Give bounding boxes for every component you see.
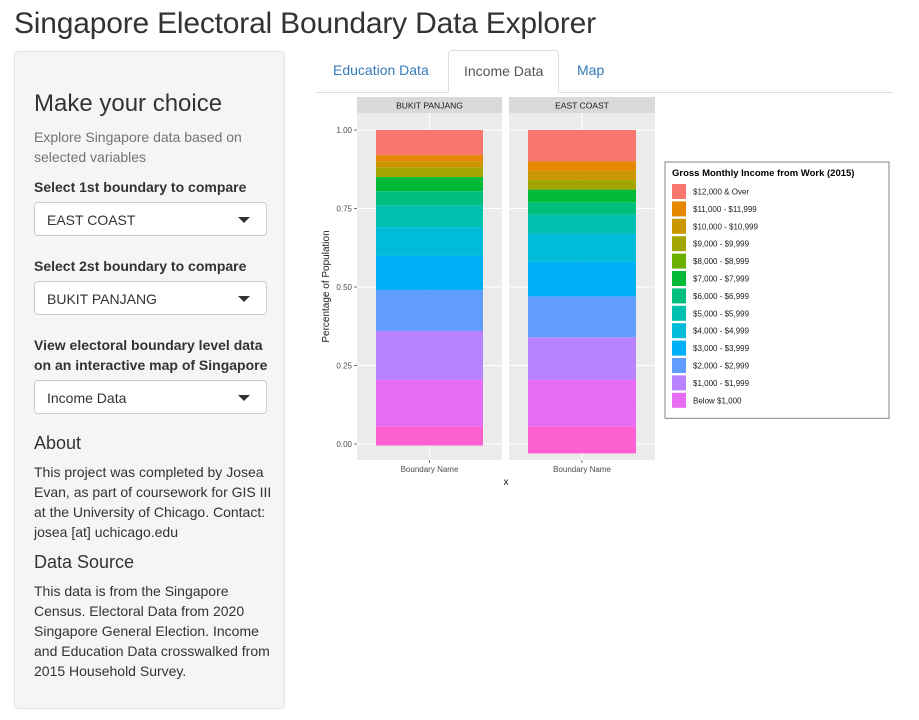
y-tick-label: 0.25 [336,362,352,371]
legend-key [672,236,686,252]
tab-map[interactable]: Map [577,62,605,78]
x-axis-title: x [504,477,509,488]
legend-key [672,218,686,234]
boundary-1-value: EAST COAST [47,212,136,228]
bar-segment [528,161,636,171]
bar-segment [528,379,636,427]
bar-segment [376,177,483,192]
facet-strip [509,97,655,113]
legend-label: $3,000 - $3,999 [693,344,750,353]
legend-box [664,161,890,419]
bar-segment [528,180,636,190]
legend-key [672,375,686,391]
bar-segment [528,233,636,262]
legend-label: Below $1,000 [693,396,742,405]
legend-label: $5,000 - $5,999 [693,309,750,318]
legend-label: $1,000 - $1,999 [693,379,750,388]
sidebar-heading: Make your choice [34,90,223,117]
bar-segment [528,130,636,162]
select-3-label: View electoral boundary level data on an… [34,337,268,373]
legend-title: Gross Monthly Income from Work (2015) [672,168,854,179]
page-title: Singapore Electoral Boundary Data Explor… [14,7,596,40]
legend-label: $11,000 - $11,999 [693,205,757,214]
legend-key [672,305,686,321]
legend-label: $9,000 - $9,999 [693,240,750,249]
tab-education-data[interactable]: Education Data [333,62,429,78]
legend-key [672,201,686,217]
map-data-select[interactable]: Income Data [34,380,267,414]
bar-segment [376,379,483,427]
income-chart: BUKIT PANJANG Boundary Name EAST COAST Boun… [317,93,893,493]
legend-key [672,392,686,408]
bar-segment [528,170,636,181]
legend-label: $12,000 & Over [693,188,749,197]
chevron-down-icon [238,395,250,401]
y-tick-label: 1.00 [336,126,352,135]
bar-segment [376,255,483,291]
bar-segment [528,189,636,203]
facet-label: BUKIT PANJANG [396,101,463,111]
legend-key [672,184,686,199]
boundary-2-value: BUKIT PANJANG [47,291,157,307]
bar-segment [376,167,483,178]
select-1-label: Select 1st boundary to compare [34,179,247,195]
bar-segment [528,337,636,380]
bar-segment [376,155,483,162]
sidebar-panel: Make your choice Explore Singapore data … [14,51,285,709]
bar-segment [376,130,483,156]
legend-key [672,253,686,269]
bar-segment [376,205,483,228]
bar-segment [376,290,483,331]
x-tick-label: Boundary Name [553,465,611,474]
y-tick-label: 0.00 [336,440,352,449]
bar-segment [528,426,636,454]
legend-key [672,340,686,356]
bar-segment [376,426,483,446]
legend-key [672,288,686,304]
legend-label: $4,000 - $4,999 [693,327,750,336]
bar-segment [376,330,483,380]
bar-segment [528,214,636,234]
bar-segment [528,296,636,338]
facet-strip [357,97,502,113]
bar-segment [528,202,636,215]
boundary-2-select[interactable]: BUKIT PANJANG [34,281,267,315]
select-2-label: Select 2st boundary to compare [34,258,247,274]
bar-segment [376,227,483,256]
about-heading: About [34,433,82,453]
bar-segment [528,261,636,297]
data-source-text: This data is from the Singapore Census. … [34,583,270,679]
map-data-value: Income Data [47,390,127,406]
about-text: This project was completed by Josea Evan… [34,464,272,540]
legend-label: $8,000 - $8,999 [693,257,750,266]
tab-bar: Education Data Income Data Map [317,50,893,93]
tab-income-data[interactable]: Income Data [448,50,560,93]
legend-key [672,271,686,286]
y-tick-label: 0.50 [336,283,352,292]
bar-segment [376,161,483,168]
legend-key [672,323,686,339]
y-axis-title: Percentage of Population [321,230,332,342]
sidebar-help-text: Explore Singapore data based on selected… [34,129,242,165]
boundary-1-select[interactable]: EAST COAST [34,202,267,236]
legend-label: $2,000 - $2,999 [693,362,750,371]
data-source-heading: Data Source [34,552,135,572]
income-stacked-bar-chart: BUKIT PANJANG Boundary Name EAST COAST Boun… [321,97,890,488]
y-tick-label: 0.75 [336,205,352,214]
legend-label: $7,000 - $7,999 [693,275,750,284]
x-tick-label: Boundary Name [401,465,459,474]
legend-key [672,358,686,373]
legend-label: $6,000 - $6,999 [693,292,750,301]
legend-label: $10,000 - $10,999 [693,222,758,231]
bar-segment [376,191,483,206]
chevron-down-icon [238,217,250,223]
chevron-down-icon [238,296,250,302]
facet-label: EAST COAST [555,101,609,111]
